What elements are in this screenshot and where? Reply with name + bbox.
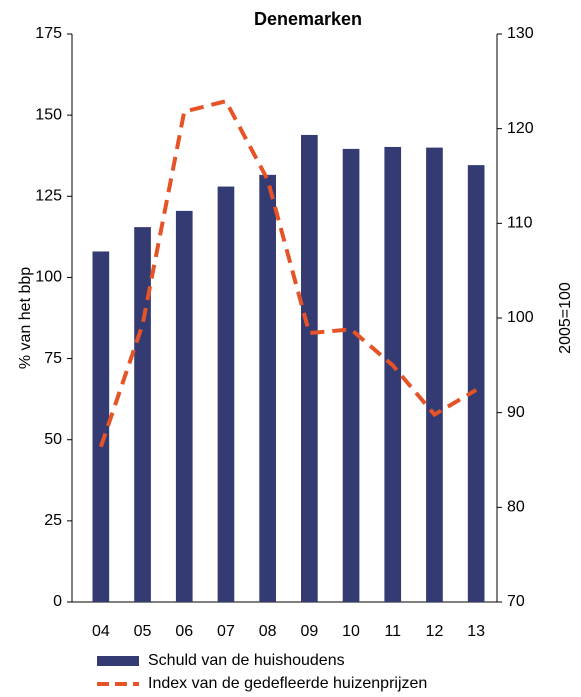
bar [467,165,485,602]
bar [92,251,110,602]
bar [342,148,360,602]
y2-tick-label: 100 [507,309,534,326]
x-tick-label: 08 [259,623,277,640]
y2-tick-label: 70 [507,593,525,610]
bar [301,134,318,602]
bar [175,210,193,603]
x-tick-label: 04 [92,623,110,640]
bar [384,146,402,602]
y2-tick-label: 110 [507,215,533,232]
line [98,98,478,448]
bar [426,147,443,602]
y2-tick-label: 120 [507,120,534,137]
y-tick-label: 150 [35,106,62,123]
x-tick-label: 05 [134,623,152,640]
y2-tick-label: 80 [507,499,525,516]
y-tick-label: 175 [35,25,62,42]
legend-label: Schuld van de huishoudens [148,652,345,669]
y2-axis-label: 2005=100 [557,282,574,354]
legend-label: Index van de gedefleerde huizenprijzen [148,675,427,692]
legend-swatch [97,656,139,666]
y-tick-label: 25 [44,512,62,529]
y-tick-label: 0 [53,593,62,610]
x-tick-label: 10 [342,623,360,640]
y-tick-label: 50 [44,431,62,448]
bar [259,174,276,602]
x-tick-label: 07 [217,623,235,640]
x-tick-label: 13 [467,623,485,640]
x-tick-label: 11 [384,623,401,640]
y-axis-label: % van het bbp [17,267,34,369]
y2-tick-label: 90 [507,404,525,421]
x-tick-label: 09 [300,623,318,640]
y-tick-label: 125 [35,188,62,205]
y-tick-label: 100 [35,269,62,286]
x-tick-label: 06 [175,623,193,640]
bar [217,186,235,602]
x-tick-label: 12 [426,623,444,640]
bar [134,227,151,602]
chart-title: Denemarken [254,9,362,29]
y2-tick-label: 130 [507,25,534,42]
y-tick-label: 75 [44,350,62,367]
